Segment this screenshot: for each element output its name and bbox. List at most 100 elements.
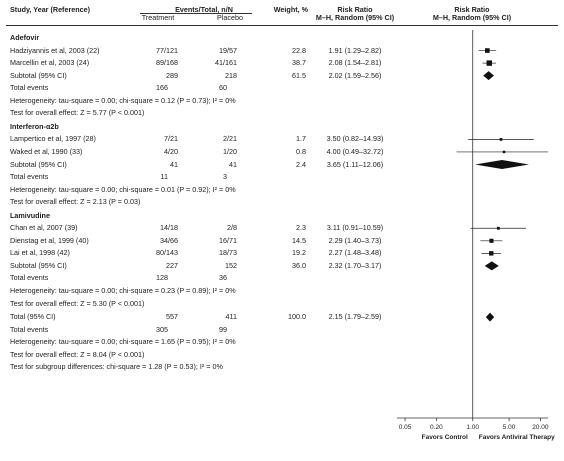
grand-total-events-placebo: 99: [219, 324, 227, 334]
study-rr: 3.11 (0.91–10.59): [326, 223, 384, 233]
study-weight: 14.5: [292, 235, 306, 245]
study-treatment: 89/168: [156, 58, 178, 68]
subgroup-test-text: Test for subgroup differences: chi-squar…: [10, 362, 223, 372]
study-label: Chan et al, 2007 (39): [10, 223, 78, 233]
point-estimate: [489, 251, 494, 256]
header-rule-bottom: [6, 25, 558, 26]
study-label: Waked et al, 1990 (33): [10, 146, 83, 156]
total-events-label: Total events: [10, 273, 49, 283]
study-rr: 3.50 (0.82–14.93): [326, 134, 384, 144]
subtotal-rr: 2.32 (1.70–3.17): [328, 260, 382, 270]
study-treatment: 77/121: [156, 45, 178, 55]
header-rr-left-1: Risk Ratio: [337, 5, 373, 14]
group-heading: Lamivudine: [10, 210, 50, 220]
header-rule-events: [140, 13, 252, 14]
total-events-label: Total events: [10, 83, 49, 93]
study-rr: 1.91 (1.29–2.82): [328, 45, 382, 55]
heterogeneity-text: Heterogeneity: tau-square = 0.00; chi-sq…: [10, 184, 236, 194]
x-tick-label: 0.20: [430, 424, 443, 431]
study-treatment: 34/66: [160, 235, 178, 245]
overall-effect-text: Test for overall effect: Z = 2.13 (P = 0…: [10, 197, 141, 207]
total-rr: 2.15 (1.79–2.59): [328, 312, 382, 322]
point-estimate: [496, 226, 500, 230]
study-treatment: 14/18: [160, 223, 178, 233]
study-placebo: 16/71: [219, 235, 237, 245]
subtotal-placebo: 152: [225, 260, 237, 270]
subtotal-placebo: 41: [229, 159, 237, 169]
study-weight: 0.8: [296, 146, 306, 156]
point-estimate: [489, 238, 494, 243]
subtotal-rr: 2.02 (1.59–2.56): [328, 70, 382, 80]
total-placebo: 411: [225, 312, 237, 322]
x-tick-label: 5.00: [503, 424, 516, 431]
subtotal-weight: 2.4: [296, 159, 306, 169]
total-weight: 100.0: [288, 312, 306, 322]
x-tick-label: 20.00: [532, 424, 549, 431]
overall-effect-text: Test for overall effect: Z = 5.30 (P < 0…: [10, 298, 145, 308]
group-heading: Interferon-α2b: [10, 121, 59, 131]
total-overall-effect-text: Test for overall effect: Z = 8.04 (P < 0…: [10, 349, 145, 359]
total-events-treatment: 128: [156, 273, 168, 283]
total-events-treatment: 166: [156, 83, 168, 93]
pooled-diamond: [485, 312, 495, 322]
study-rr: 4.00 (0.49–32.72): [326, 146, 384, 156]
study-weight: 2.3: [296, 223, 306, 233]
overall-effect-text: Test for overall effect: Z = 5.77 (P < 0…: [10, 108, 145, 118]
study-weight: 19.2: [292, 248, 306, 258]
point-estimate: [499, 138, 503, 141]
study-weight: 22.8: [292, 45, 306, 55]
total-events-label: Total events: [10, 172, 49, 182]
study-label: Hadziyannis et al, 2003 (22): [10, 45, 100, 55]
subtotal-treatment: 41: [170, 159, 178, 169]
header-rr-right-2: M–H, Random (95% CI): [432, 13, 512, 22]
subtotal-label: Subtotal (95% CI): [10, 70, 67, 80]
total-events-placebo: 3: [223, 172, 227, 182]
header-placebo: Placebo: [217, 13, 243, 22]
subtotal-label: Subtotal (95% CI): [10, 260, 67, 270]
heterogeneity-text: Heterogeneity: tau-square = 0.00; chi-sq…: [10, 286, 236, 295]
study-placebo: 41/161: [215, 58, 237, 68]
study-rr: 2.29 (1.40–3.73): [328, 235, 382, 245]
point-estimate: [485, 48, 490, 53]
favors-control-label: Favors Control: [422, 434, 468, 441]
total-events-placebo: 60: [219, 83, 227, 93]
study-placebo: 19/57: [219, 45, 237, 55]
total-label: Total (95% CI): [10, 312, 56, 322]
header-treatment: Treatment: [141, 13, 175, 22]
study-placebo: 18/73: [219, 248, 237, 258]
study-placebo: 2/8: [227, 223, 237, 233]
subtotal-weight: 36.0: [292, 260, 306, 270]
study-weight: 38.7: [292, 58, 306, 68]
study-rr: 2.27 (1.48–3.48): [328, 248, 382, 258]
point-estimate: [502, 150, 506, 154]
study-label: Marcellin et al, 2003 (24): [10, 58, 90, 68]
subtotal-label: Subtotal (95% CI): [10, 159, 67, 169]
header-events: Events/Total, n/N: [175, 5, 233, 14]
subtotal-rr: 3.65 (1.11–12.06): [326, 159, 384, 169]
grand-total-events-treatment: 305: [156, 324, 168, 334]
x-tick-label: 1.00: [466, 424, 479, 431]
x-tick-label: 0.05: [399, 424, 412, 431]
study-label: Dienstag et al, 1999 (40): [10, 235, 89, 245]
pooled-diamond: [484, 261, 499, 271]
header-study: Study, Year (Reference): [10, 5, 91, 14]
study-treatment: 7/21: [164, 134, 178, 144]
pooled-diamond: [483, 71, 494, 81]
study-label: Lai et al, 1998 (42): [10, 248, 70, 258]
pooled-diamond: [475, 160, 529, 169]
point-estimate: [486, 60, 492, 66]
grand-total-events-label: Total events: [10, 324, 49, 334]
favors-treatment-label: Favors Antiviral Therapy: [479, 434, 555, 441]
total-events-placebo: 36: [219, 273, 227, 283]
study-weight: 1.7: [296, 134, 306, 144]
study-rr: 2.08 (1.54–2.81): [328, 58, 382, 68]
header-rr-left-2: M–H, Random (95% CI): [315, 13, 395, 22]
study-placebo: 2/21: [223, 134, 237, 144]
subtotal-placebo: 218: [225, 70, 237, 80]
group-heading: Adefovir: [10, 33, 40, 42]
total-heterogeneity-text: Heterogeneity: tau-square = 0.00; chi-sq…: [10, 337, 236, 347]
total-treatment: 557: [166, 312, 178, 322]
header-rr-right-1: Risk Ratio: [454, 5, 490, 14]
